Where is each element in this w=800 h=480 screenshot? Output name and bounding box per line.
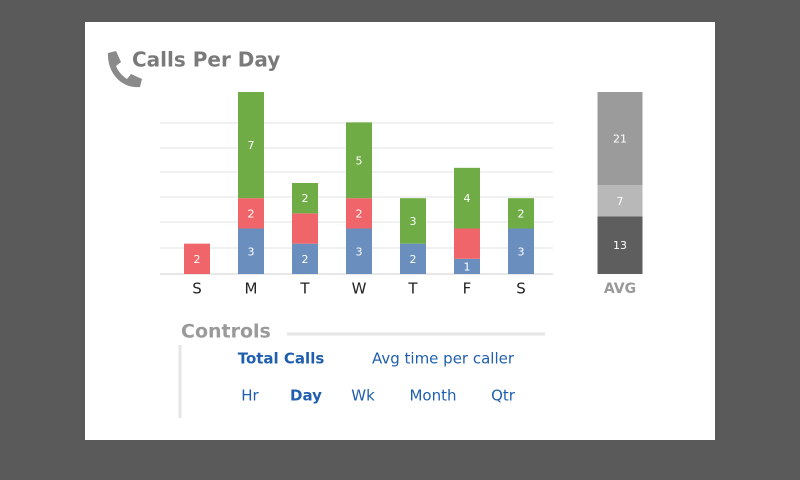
phone-icon bbox=[107, 51, 142, 88]
value-label: 2 bbox=[248, 207, 255, 220]
bar-segment bbox=[346, 198, 372, 229]
x-tick-label: S bbox=[516, 280, 526, 298]
controls-title: Controls bbox=[181, 321, 271, 343]
value-label: 2 bbox=[356, 207, 363, 220]
metric-option[interactable]: Avg time per caller bbox=[372, 350, 515, 368]
bar-segment bbox=[508, 198, 534, 229]
bar-segment bbox=[508, 228, 534, 274]
x-tick-label: AVG bbox=[604, 281, 636, 297]
value-label: 13 bbox=[613, 239, 627, 252]
value-label: 3 bbox=[356, 245, 363, 258]
bar-segment bbox=[292, 213, 318, 244]
value-label: 2 bbox=[302, 192, 309, 205]
period-option[interactable]: Hr bbox=[241, 387, 259, 405]
bar-segment bbox=[346, 122, 372, 199]
bar-segment bbox=[597, 92, 643, 186]
bar-segment bbox=[346, 228, 372, 274]
bar-segment bbox=[597, 185, 643, 217]
x-tick-label: M bbox=[245, 280, 258, 298]
title: Calls Per Day bbox=[132, 48, 280, 72]
x-tick-label: T bbox=[407, 280, 418, 298]
bar-segment bbox=[400, 198, 426, 244]
x-tick-label: F bbox=[463, 280, 472, 298]
value-label: 4 bbox=[464, 192, 471, 205]
x-tick-label: T bbox=[299, 280, 310, 298]
bar-segment bbox=[454, 228, 480, 259]
value-label: 2 bbox=[194, 253, 201, 266]
bar-segment bbox=[597, 216, 643, 274]
bar-segment bbox=[184, 243, 210, 274]
value-label: 2 bbox=[518, 207, 525, 220]
bar-segment bbox=[454, 258, 480, 274]
period-option[interactable]: Qtr bbox=[491, 387, 516, 405]
metric-option[interactable]: Total Calls bbox=[238, 350, 325, 368]
value-label: 21 bbox=[613, 133, 627, 146]
bar-segment bbox=[238, 92, 264, 199]
bar-segment bbox=[292, 183, 318, 214]
value-label: 3 bbox=[518, 245, 525, 258]
bar-segment bbox=[292, 243, 318, 274]
value-label: 3 bbox=[410, 215, 417, 228]
bar-segment bbox=[238, 228, 264, 274]
bar-segment bbox=[454, 167, 480, 229]
bar-segment bbox=[238, 198, 264, 229]
value-label: 3 bbox=[248, 245, 255, 258]
x-tick-label: W bbox=[352, 280, 367, 298]
value-label: 7 bbox=[248, 139, 255, 152]
value-label: 7 bbox=[617, 195, 624, 208]
value-label: 1 bbox=[464, 260, 471, 273]
value-label: 2 bbox=[302, 253, 309, 266]
period-option[interactable]: Month bbox=[409, 387, 456, 405]
value-label: 2 bbox=[410, 253, 417, 266]
period-option[interactable]: Wk bbox=[351, 387, 375, 405]
x-tick-label: S bbox=[192, 280, 202, 298]
period-option[interactable]: Day bbox=[290, 387, 322, 405]
value-label: 5 bbox=[356, 154, 363, 167]
bar-segment bbox=[400, 243, 426, 274]
